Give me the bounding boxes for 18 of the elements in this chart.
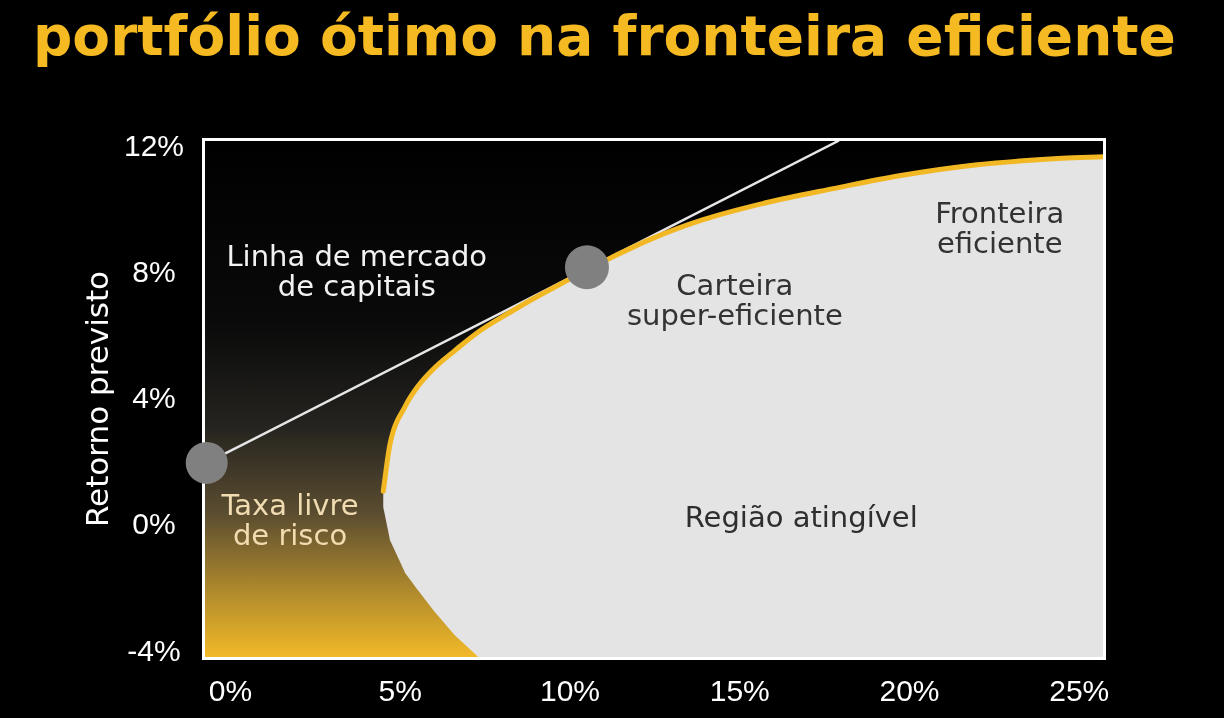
chart-title: portfólio ótimo na fronteira eficiente — [33, 4, 1176, 68]
y-tick-label: 8% — [132, 254, 176, 288]
y-tick-label: -4% — [127, 633, 181, 667]
x-tick-label: 0% — [208, 674, 253, 708]
y-tick-label: 0% — [132, 507, 176, 541]
y-tick-label: 12% — [123, 128, 184, 162]
x-tick-label: 20% — [879, 674, 940, 708]
series-label: Fronteira eficiente — [935, 196, 1065, 261]
x-tick-label: 10% — [539, 674, 600, 708]
y-tick-label: 4% — [132, 381, 176, 415]
y-axis-title: Retorno previsto — [78, 270, 115, 528]
x-tick-label: 25% — [1049, 674, 1110, 708]
x-tick-label: 15% — [709, 674, 770, 708]
series-label: Taxa livre de risco — [220, 488, 359, 553]
series-label: Linha de mercado de capitais — [226, 238, 488, 303]
series-label: Carteira super-eficiente — [626, 267, 843, 332]
annotation: Região atingível — [684, 500, 918, 535]
x-tick-label: 5% — [378, 674, 422, 708]
